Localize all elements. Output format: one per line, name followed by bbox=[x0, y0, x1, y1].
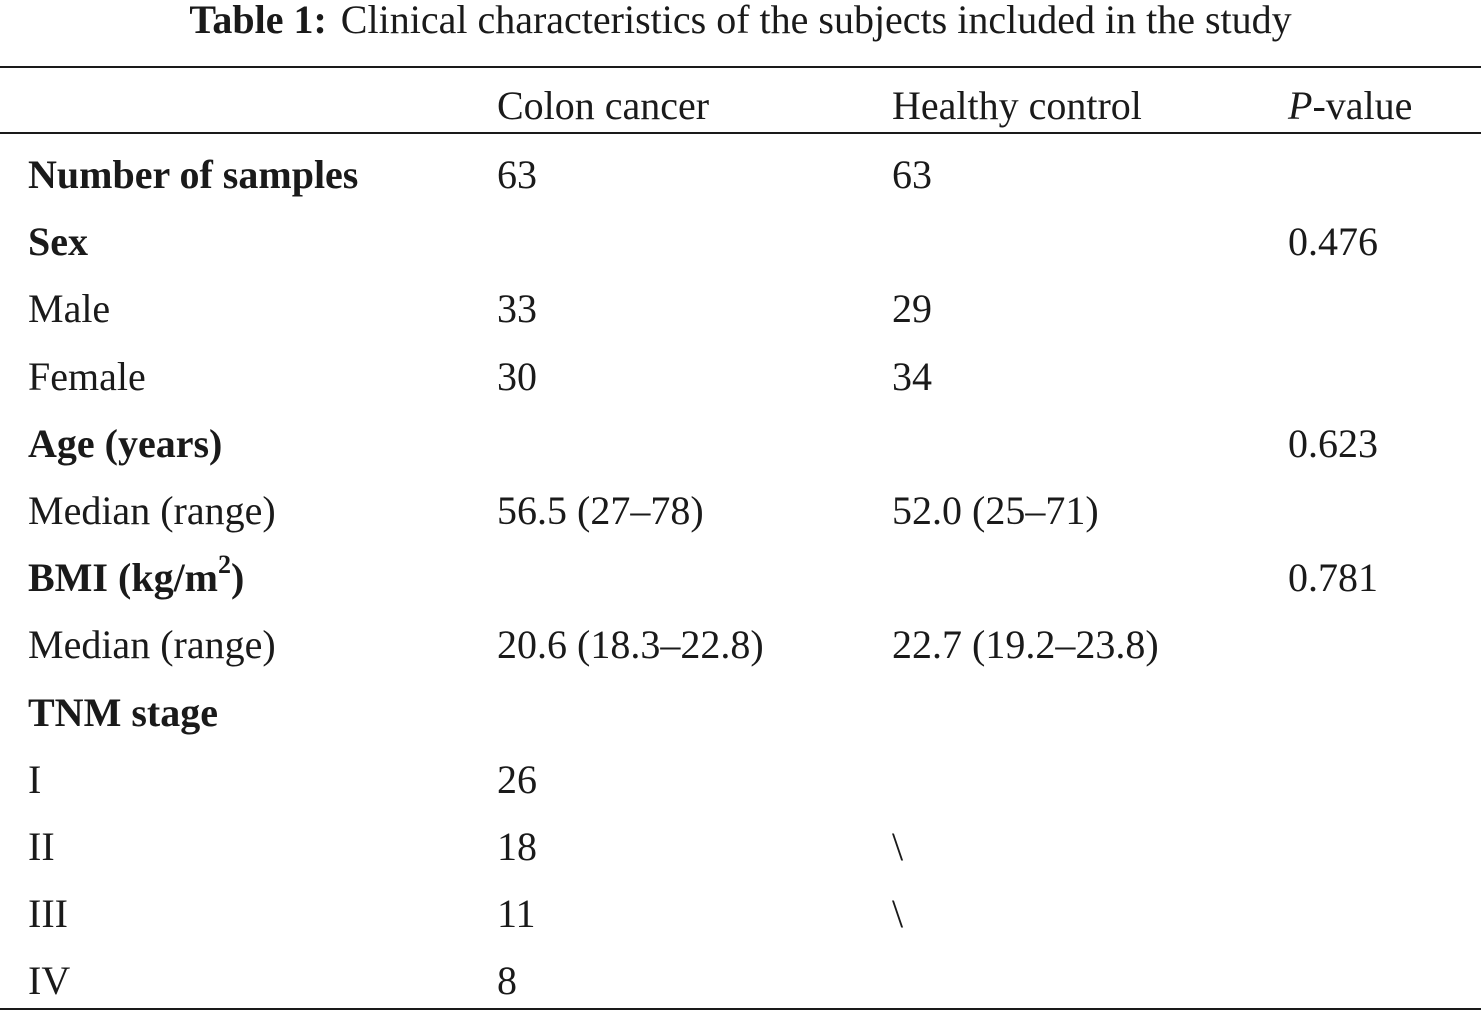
caption-label: Table 1: bbox=[189, 0, 327, 42]
row-label-text: III bbox=[28, 891, 68, 936]
row-label: IV bbox=[28, 957, 70, 1005]
colon-cancer-cell: 20.6 (18.3–22.8) bbox=[497, 622, 764, 667]
p-value-cell: 0.623 bbox=[1288, 421, 1378, 466]
row-label-text: BMI (kg/m bbox=[28, 555, 218, 600]
row-label: Median (range) bbox=[28, 621, 276, 669]
top-rule bbox=[0, 66, 1481, 68]
row-label-text: Number of samples bbox=[28, 152, 359, 197]
row-label: II bbox=[28, 823, 55, 871]
healthy-control-cell: 22.7 (19.2–23.8) bbox=[892, 622, 1159, 667]
row-label-text: TNM stage bbox=[28, 690, 218, 735]
healthy-control-cell: \ bbox=[892, 891, 904, 936]
healthy-control-cell: 52.0 (25–71) bbox=[892, 488, 1099, 533]
bottom-rule bbox=[0, 1008, 1481, 1010]
colon-cancer-cell: 63 bbox=[497, 152, 537, 197]
healthy-control-cell: 63 bbox=[892, 152, 932, 197]
row-label: Median (range) bbox=[28, 487, 276, 535]
healthy-control-cell: 34 bbox=[892, 354, 932, 399]
header-p-rest: -value bbox=[1312, 83, 1413, 128]
row-label-text: IV bbox=[28, 958, 71, 1003]
colon-cancer-cell: 18 bbox=[497, 824, 537, 869]
colon-cancer-cell: 56.5 (27–78) bbox=[497, 488, 704, 533]
caption-text: Clinical characteristics of the subjects… bbox=[340, 0, 1292, 42]
row-label: Male bbox=[28, 285, 110, 333]
table-caption: Table 1: Clinical characteristics of the … bbox=[0, 0, 1481, 40]
row-label: I bbox=[28, 756, 41, 804]
colon-cancer-cell: 11 bbox=[497, 891, 536, 936]
row-label: Female bbox=[28, 353, 146, 401]
row-label-text: Sex bbox=[28, 219, 88, 264]
p-value-cell: 0.476 bbox=[1288, 219, 1378, 264]
header-p-italic: P bbox=[1288, 83, 1313, 128]
row-label-text: I bbox=[28, 757, 42, 802]
header-p-value: P-value bbox=[1288, 82, 1412, 130]
row-label: BMI (kg/m2) bbox=[28, 551, 245, 602]
row-label: III bbox=[28, 890, 68, 938]
colon-cancer-cell: 33 bbox=[497, 286, 537, 331]
header-healthy-control: Healthy control bbox=[892, 83, 1142, 128]
row-label: TNM stage bbox=[28, 689, 218, 737]
colon-cancer-cell: 8 bbox=[497, 958, 517, 1003]
colon-cancer-cell: 30 bbox=[497, 354, 537, 399]
row-label: Age (years) bbox=[28, 420, 222, 468]
row-label-superscript: 2 bbox=[218, 549, 231, 579]
colon-cancer-cell: 26 bbox=[497, 757, 537, 802]
row-label-text: Male bbox=[28, 286, 111, 331]
healthy-control-cell: \ bbox=[892, 824, 904, 869]
header-colon-cancer: Colon cancer bbox=[497, 83, 710, 128]
header-rule bbox=[0, 132, 1481, 134]
row-label-text: Age (years) bbox=[28, 421, 223, 466]
row-label-suffix: ) bbox=[231, 555, 245, 600]
row-label-text: Female bbox=[28, 354, 146, 399]
row-label: Sex bbox=[28, 218, 88, 266]
p-value-cell: 0.781 bbox=[1288, 555, 1378, 600]
healthy-control-cell: 29 bbox=[892, 286, 932, 331]
row-label: Number of samples bbox=[28, 151, 358, 199]
row-label-text: II bbox=[28, 824, 55, 869]
row-label-text: Median (range) bbox=[28, 622, 276, 667]
row-label-text: Median (range) bbox=[28, 488, 276, 533]
